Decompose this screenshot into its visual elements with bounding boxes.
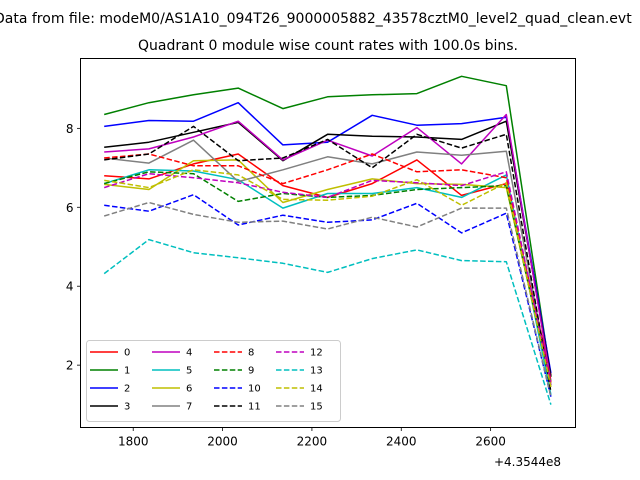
chart-title: Quadrant 0 module wise count rates with … [138,38,518,54]
series-line-15 [103,201,552,397]
x-tick-label: 2000 [207,435,238,449]
series-line-1 [104,75,552,378]
series-line-2 [104,101,552,374]
legend-item-5: 5 [152,366,192,377]
series-line-10 [104,193,552,397]
legend-label: 1 [124,366,130,377]
legend-item-10: 10 [214,384,261,395]
series-line-7 [104,139,552,388]
x-tick-label: 2400 [386,435,417,449]
legend-item-9: 9 [214,366,254,377]
legend-label: 4 [186,348,192,359]
legend-item-13: 13 [276,366,323,377]
axes-frame [80,58,576,428]
legend-item-2: 2 [90,384,130,395]
x-tick-label: 1800 [118,435,149,449]
legend-label: 0 [124,348,130,359]
figure-suptitle: Data from file: modeM0/AS1A10_094T26_900… [0,11,632,27]
y-tick-label: 2 [66,359,74,373]
series-line-14 [104,169,552,388]
series-line-6 [104,159,552,384]
y-tick-label: 6 [66,201,74,215]
legend-item-8: 8 [214,348,254,359]
legend-item-1: 1 [90,366,130,377]
plot-lines [103,75,552,405]
legend-label: 2 [124,384,130,395]
series-line-13 [103,238,552,405]
legend-label: 14 [310,384,323,395]
legend-label: 13 [310,366,323,377]
series-line-9 [104,171,552,386]
legend-label: 12 [310,348,323,359]
legend-item-3: 3 [90,402,130,413]
legend-label: 15 [310,402,323,413]
y-tick-label: 8 [66,122,74,136]
series-line-11 [104,125,552,393]
legend-item-6: 6 [152,384,192,395]
legend-item-7: 7 [152,402,192,413]
x-tick-label: 2600 [475,435,506,449]
legend-label: 11 [248,402,261,413]
legend-item-12: 12 [276,348,323,359]
legend-label: 8 [248,348,254,359]
y-tick-label: 4 [66,280,74,294]
series-line-12 [103,171,552,386]
y-axis: 2 4 6 8 [66,122,81,373]
legend-label: 9 [248,366,254,377]
legend-item-14: 14 [276,384,323,395]
legend-item-4: 4 [152,348,192,359]
x-axis: 1800 2000 2200 2400 2600 [118,427,506,449]
legend-box [86,340,341,422]
legend-item-11: 11 [214,402,261,413]
legend-label: 10 [248,384,261,395]
legend-label: 6 [186,384,192,395]
series-line-8 [104,153,552,382]
legend-item-15: 15 [276,402,323,413]
x-tick-label: 2200 [297,435,328,449]
legend-item-0: 0 [90,348,130,359]
x-axis-offset-label: +4.3544e8 [494,455,561,469]
legend-label: 3 [124,402,130,413]
legend-label: 7 [186,402,192,413]
legend-label: 5 [186,366,192,377]
